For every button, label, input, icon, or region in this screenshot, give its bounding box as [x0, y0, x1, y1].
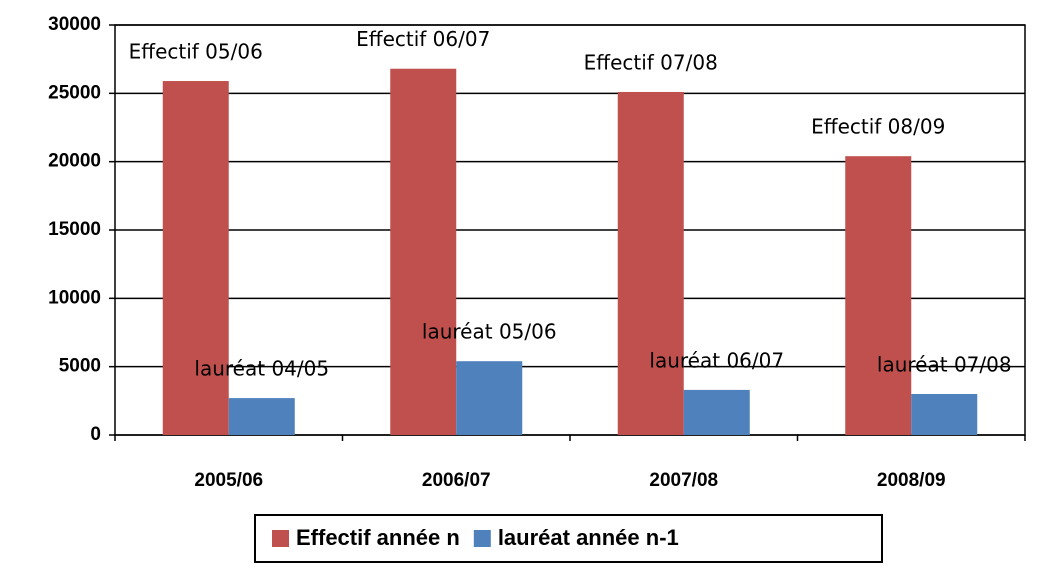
bar-annotation: lauréat 07/08 — [877, 353, 1012, 377]
x-tick-label: 2006/07 — [422, 470, 491, 491]
y-tick-label: 25000 — [48, 82, 101, 103]
bar — [911, 394, 978, 435]
x-tick-label: 2005/06 — [194, 470, 263, 491]
y-tick-label: 20000 — [48, 151, 101, 172]
bar — [228, 398, 295, 435]
legend-box — [254, 514, 883, 563]
bar-annotation: lauréat 05/06 — [422, 320, 557, 344]
bar-annotation: Effectif 05/06 — [129, 40, 263, 64]
x-tick-label: 2007/08 — [649, 470, 718, 491]
bar — [456, 361, 523, 435]
legend-label: lauréat année n-1 — [498, 525, 679, 550]
bar — [617, 91, 684, 435]
bar — [845, 156, 912, 435]
y-tick-label: 0 — [90, 424, 101, 445]
bar-annotation: Effectif 06/07 — [356, 27, 490, 51]
legend-swatch — [272, 530, 289, 547]
y-tick-label: 10000 — [48, 287, 101, 308]
bar-annotation: lauréat 04/05 — [194, 357, 329, 381]
bar — [683, 389, 750, 435]
bar — [162, 81, 229, 436]
legend-swatch — [473, 530, 491, 547]
bar-annotation: Effectif 07/08 — [584, 50, 718, 74]
bar — [390, 68, 457, 435]
x-tick-label: 2008/09 — [877, 470, 946, 491]
y-tick-label: 30000 — [48, 14, 101, 35]
legend-label: Effectif année n — [296, 525, 460, 550]
y-tick-label: 15000 — [48, 219, 101, 240]
bar-annotation: Effectif 08/09 — [811, 115, 945, 139]
bar-annotation: lauréat 06/07 — [649, 348, 784, 372]
y-tick-label: 5000 — [59, 356, 101, 377]
